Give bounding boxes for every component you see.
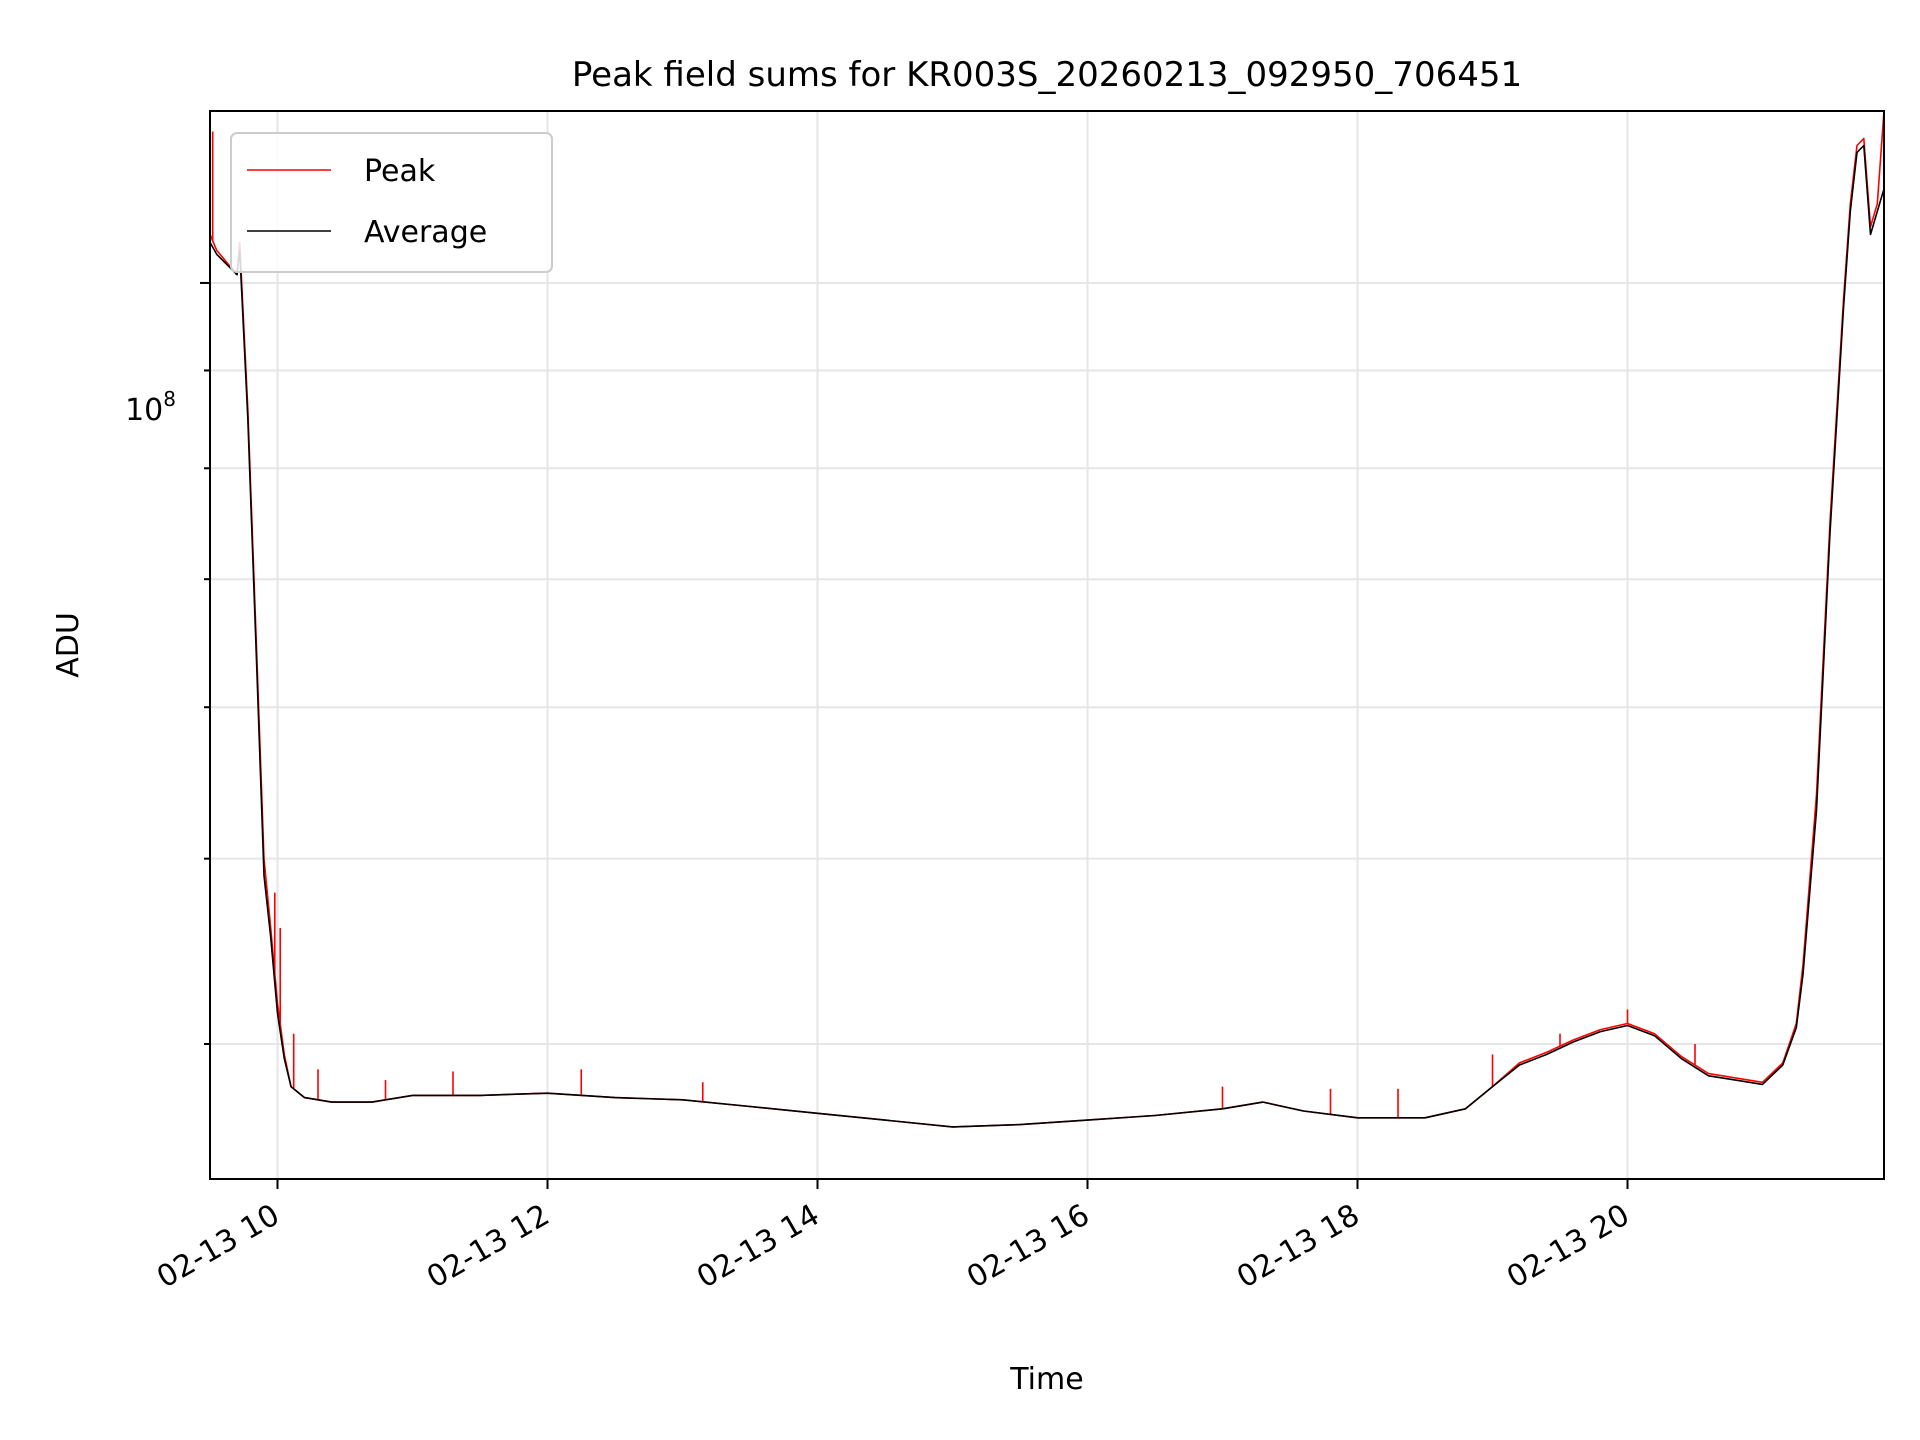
plot-area-frame [209,110,1885,1180]
y-axis-label: ADU [51,612,86,678]
series-line-average [210,144,1884,1128]
legend-box [230,132,553,273]
y-tick-label-base: 10 [125,393,163,428]
legend-label-peak: Peak [364,154,436,189]
y-tick-label-exponent: 8 [163,387,176,411]
y-tick-label-1e8: 108 [125,387,176,428]
x-axis-label: Time [1009,1362,1083,1397]
legend: Peak Average [230,132,553,273]
gridlines [210,111,1884,1179]
chart-title: Peak field sums for KR003S_20260213_0929… [572,55,1522,95]
series-group [210,111,1884,1128]
legend-label-average: Average [364,215,487,250]
